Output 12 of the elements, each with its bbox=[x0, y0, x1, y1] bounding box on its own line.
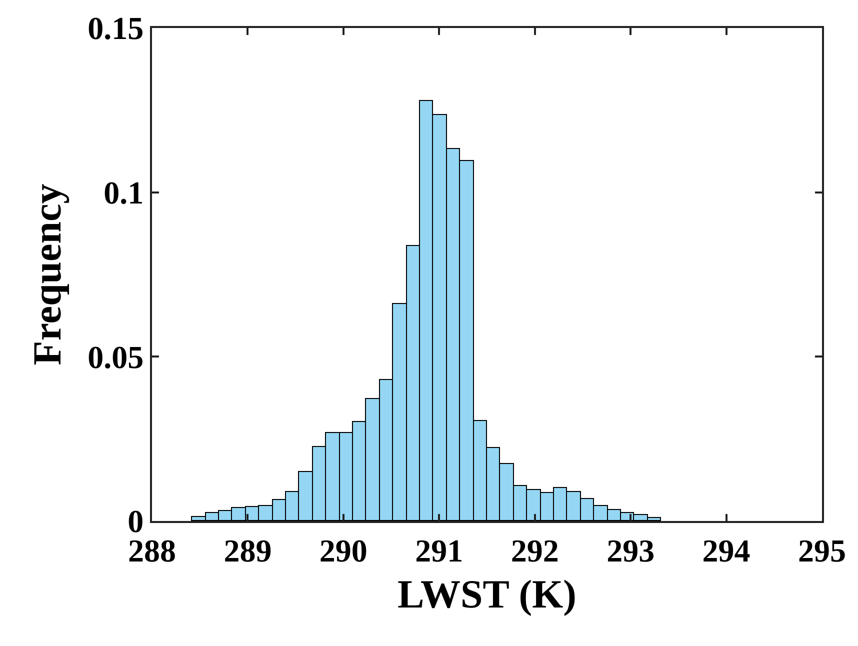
y-tick-label: 0.1 bbox=[104, 174, 144, 211]
y-tick-label: 0.05 bbox=[88, 338, 144, 375]
x-tick-label: 293 bbox=[606, 532, 655, 568]
x-tick-label: 290 bbox=[319, 532, 368, 568]
x-tick-label: 294 bbox=[702, 532, 750, 568]
x-tick-label: 295 bbox=[798, 532, 846, 568]
x-tick-label: 291 bbox=[415, 532, 464, 568]
x-tick-label: 289 bbox=[224, 532, 272, 568]
y-axis-title: Frequency bbox=[24, 184, 70, 366]
y-tick-label: 0.15 bbox=[88, 10, 144, 46]
x-axis-title: LWST (K) bbox=[398, 571, 576, 616]
x-tick-label: 292 bbox=[510, 532, 559, 568]
